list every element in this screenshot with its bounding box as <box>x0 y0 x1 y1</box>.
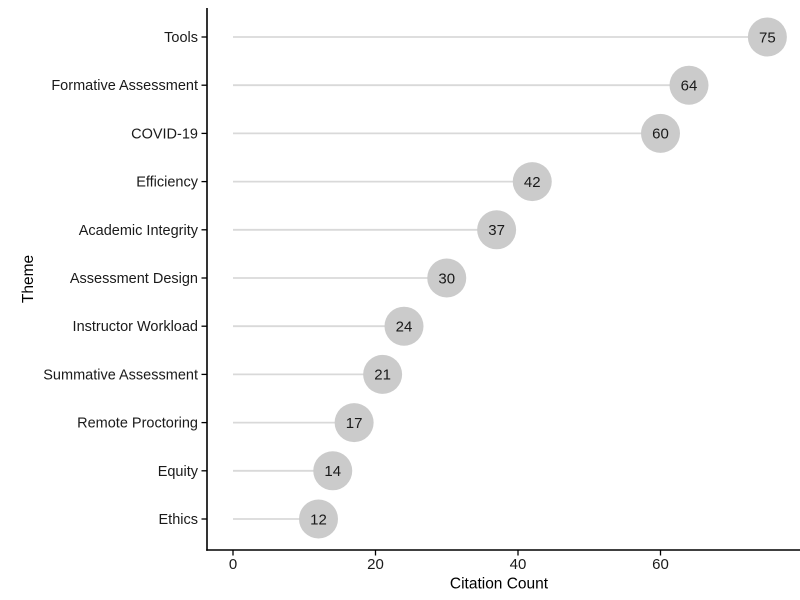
category-label: Formative Assessment <box>51 78 198 94</box>
x-ticks-group: 0 20 40 60 <box>229 550 669 573</box>
category-label: Academic Integrity <box>79 223 199 239</box>
data-point <box>641 113 680 153</box>
data-point <box>427 258 467 298</box>
value-label: 60 <box>652 126 669 143</box>
category-label: Remote Proctoring <box>77 416 198 432</box>
category-label: Assessment Design <box>70 271 198 287</box>
category-label: COVID-19 <box>131 126 198 142</box>
category-label: Summative Assessment <box>43 367 198 383</box>
y-axis-title: Theme <box>20 255 37 303</box>
data-point <box>363 354 403 394</box>
x-tick-label: 20 <box>367 556 384 573</box>
category-label: Ethics <box>159 512 199 528</box>
y-ticks-group: Tools Formative Assessment COVID-19 Efficie… <box>43 30 207 528</box>
value-label: 17 <box>346 415 363 432</box>
x-tick-label: 40 <box>510 556 527 573</box>
data-point <box>512 162 552 202</box>
x-axis-title: Citation Count <box>450 576 549 593</box>
value-label: 30 <box>438 270 455 287</box>
value-label: 37 <box>488 222 505 239</box>
category-label: Efficiency <box>136 175 199 191</box>
data-point <box>334 403 374 443</box>
data-point <box>384 306 424 346</box>
value-label: 14 <box>324 463 341 480</box>
data-point <box>669 65 709 105</box>
value-label: 75 <box>759 29 776 46</box>
data-point <box>477 210 517 250</box>
segments-group <box>233 36 768 520</box>
value-label: 12 <box>310 511 327 528</box>
value-label: 64 <box>681 78 698 95</box>
data-point <box>313 451 353 491</box>
x-tick-label: 60 <box>652 556 669 573</box>
data-point <box>299 499 338 539</box>
value-label: 24 <box>396 319 413 336</box>
value-label: 21 <box>374 367 391 384</box>
data-points-group: 75 64 60 42 37 30 24 21 17 14 12 <box>299 17 787 539</box>
data-point <box>747 17 787 57</box>
category-label: Tools <box>164 30 198 46</box>
value-label: 42 <box>524 174 541 191</box>
category-label: Instructor Workload <box>73 319 198 335</box>
x-tick-label: 0 <box>229 556 237 573</box>
category-label: Equity <box>158 464 199 480</box>
